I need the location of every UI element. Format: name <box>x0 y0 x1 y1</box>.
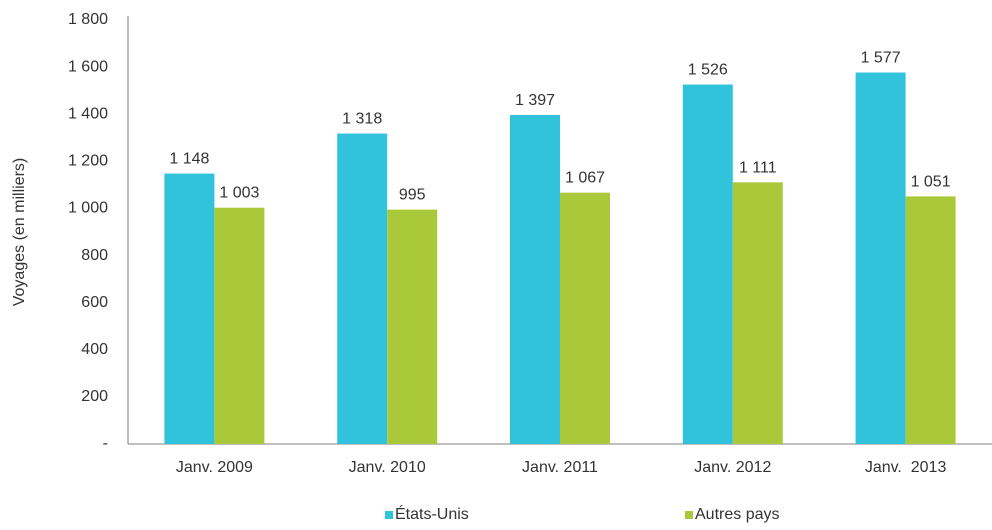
legend-label: États-Unis <box>395 506 469 523</box>
bar-etats-unis <box>164 173 215 445</box>
bar-autres-pays <box>387 209 438 444</box>
bar-etats-unis <box>682 84 733 444</box>
x-tick-label: Janv. 2012 <box>694 459 771 476</box>
y-tick-label: 600 <box>81 294 108 311</box>
y-tick-label: 400 <box>81 341 108 358</box>
y-tick-label: - <box>103 435 108 452</box>
y-tick-label: 800 <box>81 247 108 264</box>
x-axis-ticks: Janv. 2009 Janv. 2010 Janv. 2011 Janv. 2012… <box>176 459 947 476</box>
data-label: 995 <box>399 187 426 204</box>
data-label: 1 148 <box>169 151 209 168</box>
data-label: 1 318 <box>342 111 382 128</box>
y-tick-label: 1 000 <box>68 200 108 217</box>
y-tick-label: 1 600 <box>68 58 108 75</box>
legend-swatch <box>685 511 693 519</box>
legend-swatch <box>385 511 393 519</box>
y-axis-ticks: - 200 400 600 800 1 000 1 200 1 400 1 600 1 800 <box>68 11 108 452</box>
legend-item-etats-unis: États-Unis <box>385 506 469 524</box>
bar-autres-pays <box>732 182 783 444</box>
data-label: 1 111 <box>739 159 777 176</box>
y-axis-label-group: Voyages (en milliers) <box>11 158 28 307</box>
legend-item-autres-pays: Autres pays <box>685 506 779 524</box>
data-label: 1 003 <box>219 185 259 202</box>
bar-autres-pays <box>560 192 610 444</box>
y-axis-title: Voyages (en milliers) <box>11 158 28 307</box>
bar-autres-pays <box>905 196 956 444</box>
x-tick-label: Janv. 2010 <box>349 459 426 476</box>
data-label: 1 526 <box>688 62 728 79</box>
data-labels: 1 148 1 003 1 318 995 1 397 1 067 1 526 1 111 1 … <box>169 50 950 204</box>
bar-etats-unis <box>510 114 560 444</box>
bar-etats-unis <box>337 133 388 444</box>
x-tick-label: Janv. 2011 <box>522 459 598 476</box>
bar-autres-pays <box>214 207 265 444</box>
y-tick-label: 200 <box>81 388 108 405</box>
legend-label: Autres pays <box>695 506 780 523</box>
legend: États-Unis Autres pays <box>0 506 992 530</box>
x-tick-label: Janv. 2013 <box>865 459 947 476</box>
y-tick-label: 1 800 <box>68 11 108 28</box>
data-label: 1 577 <box>861 50 901 67</box>
bar-etats-unis <box>855 72 906 444</box>
bars <box>164 72 956 445</box>
data-label: 1 397 <box>515 92 555 109</box>
y-tick-label: 1 400 <box>68 105 108 122</box>
y-tick-label: 1 200 <box>68 153 108 170</box>
data-label: 1 067 <box>565 170 605 187</box>
bar-chart: Voyages (en milliers) - 200 400 600 800 1 000… <box>11 11 992 476</box>
x-tick-label: Janv. 2009 <box>176 459 253 476</box>
data-label: 1 051 <box>911 173 951 190</box>
